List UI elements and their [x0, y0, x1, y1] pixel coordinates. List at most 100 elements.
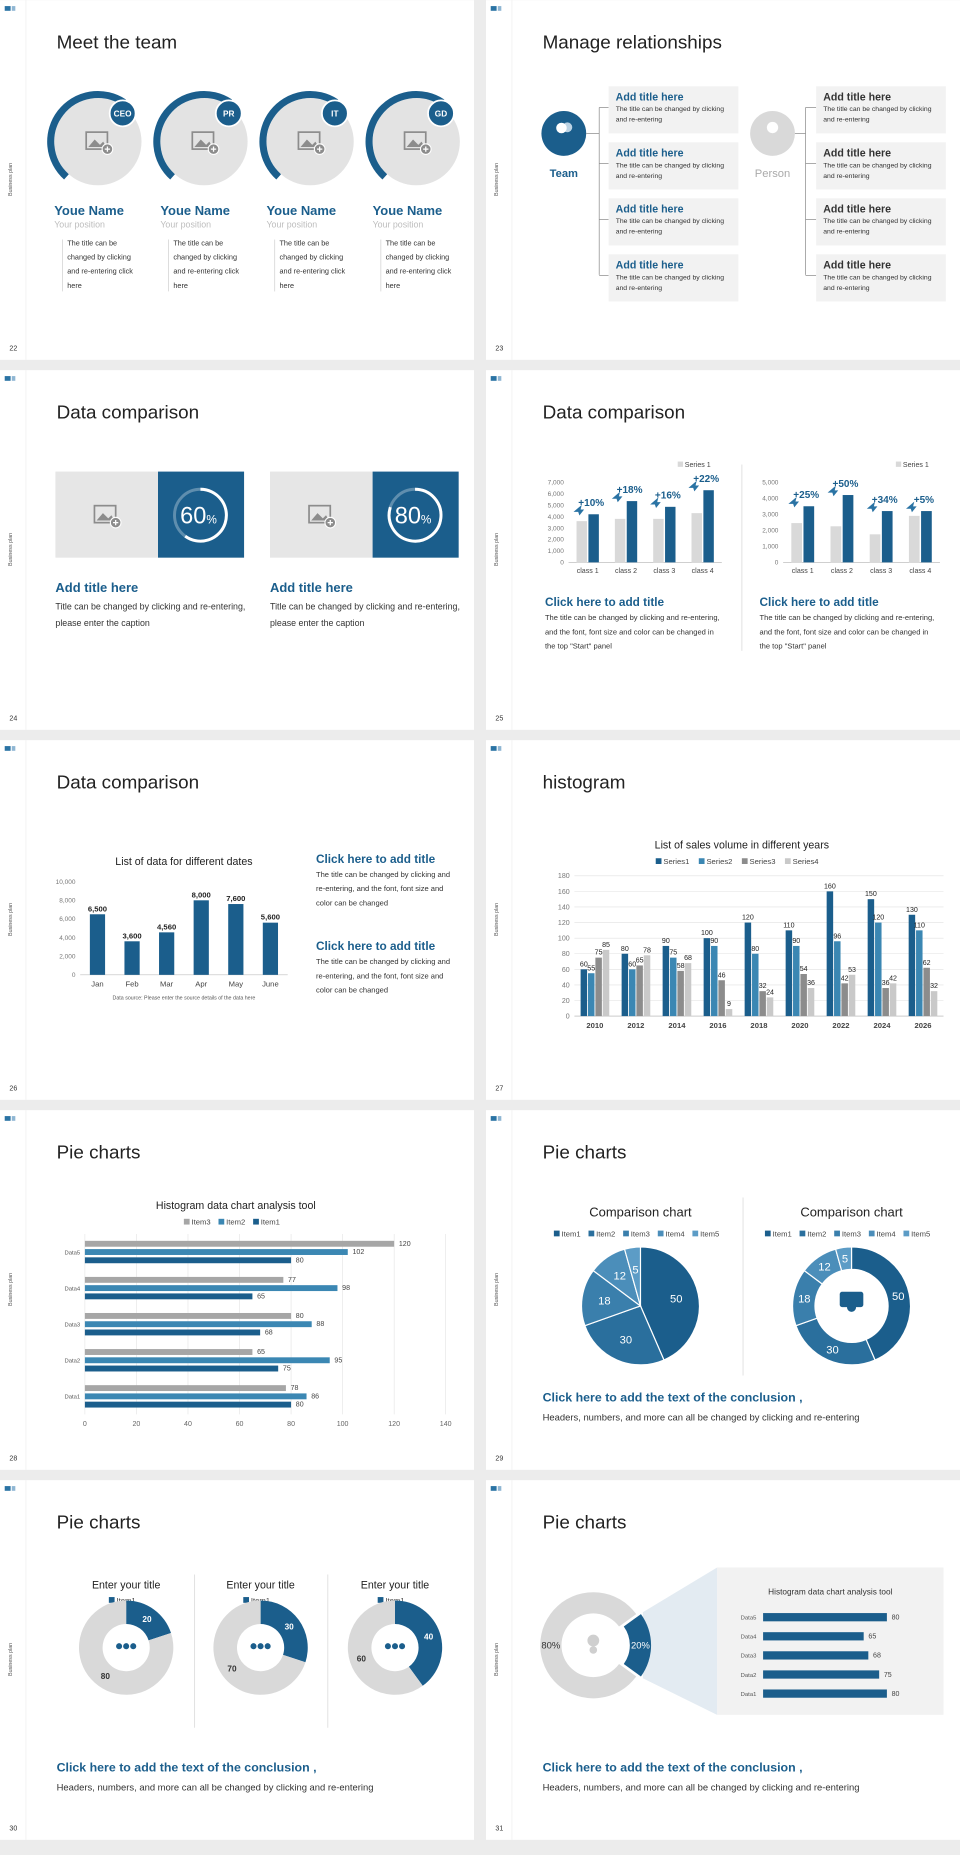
image-icon: [403, 131, 427, 150]
y-tick-label: 6,000: [548, 491, 565, 498]
avatar-ring: [153, 90, 233, 180]
item-box: [608, 86, 739, 134]
page-number: 25: [495, 715, 503, 722]
image-icon: [85, 131, 109, 150]
percent-value: 60: [180, 502, 206, 528]
y-tick-label: 8,000: [59, 898, 76, 905]
item-title: Add title here: [616, 203, 684, 215]
item-text: The title can be changed by clicking and…: [823, 162, 932, 181]
value-label: 120: [399, 1241, 411, 1248]
logo: [4, 376, 11, 381]
legend-swatch: [692, 1230, 699, 1237]
item-box: [608, 254, 739, 302]
growth-label: +50%: [833, 479, 859, 490]
chart-title: Enter your title: [226, 1580, 295, 1592]
x-tick-label: May: [229, 980, 244, 989]
group-icon: [541, 111, 587, 156]
conclusion-text: Headers, numbers, and more can all be ch…: [543, 1411, 860, 1422]
logo: [497, 1486, 502, 1491]
legend-label: Series2: [706, 857, 732, 866]
y-tick-label: Data2: [64, 1359, 80, 1365]
legend-label: Item3: [192, 1218, 211, 1227]
value-label: 7,600: [226, 894, 245, 903]
x-tick-label: class 3: [653, 568, 675, 575]
legend-label: Item1: [261, 1218, 280, 1227]
chart-heading: Click here to add title: [545, 596, 665, 609]
bar: [763, 1670, 880, 1679]
value-label: 60: [628, 961, 636, 968]
value-label: 12: [614, 1271, 626, 1283]
y-tick-label: 160: [558, 889, 570, 896]
item-title: Add title here: [616, 147, 684, 159]
slice: [639, 1246, 701, 1361]
page-number: 23: [495, 345, 503, 352]
x-tick-label: class 1: [792, 568, 814, 575]
image-icon: [311, 513, 330, 521]
legend-swatch: [677, 461, 684, 467]
growth-arrow: [906, 501, 917, 513]
bar: [882, 988, 889, 1017]
value-label: 75: [595, 950, 603, 957]
x-tick-label: June: [262, 980, 279, 989]
block-title: Click here to add title: [316, 940, 436, 953]
member-description: The title can be changed by clicking and…: [67, 239, 133, 291]
slice: [395, 1600, 443, 1686]
x-tick-label: 20: [133, 1421, 141, 1428]
value-panel: [372, 471, 459, 558]
item-box: [816, 198, 946, 246]
bar: [725, 1009, 733, 1017]
bar: [629, 969, 636, 1017]
bar: [752, 953, 759, 1017]
bar: [908, 914, 916, 1017]
x-tick-label: 2024: [873, 1021, 891, 1030]
bar: [800, 974, 807, 1017]
badge-label: IT: [331, 109, 338, 118]
legend-label: Item3: [631, 1229, 650, 1238]
x-tick-label: class 4: [692, 568, 714, 575]
y-tick-label: Data5: [741, 1616, 757, 1622]
member-position: Your position: [54, 220, 105, 230]
x-tick-label: Mar: [160, 980, 174, 989]
slide-title: Data comparison: [543, 402, 686, 423]
value-label: 90: [792, 938, 800, 945]
y-tick-label: 4,000: [762, 496, 779, 503]
legend-swatch: [799, 1230, 806, 1237]
legend-label: Item4: [877, 1229, 897, 1238]
logo: [497, 746, 502, 751]
value-label: 42: [841, 975, 849, 982]
slice: [580, 1269, 642, 1327]
x-tick-label: class 2: [831, 568, 853, 575]
growth-label: +25%: [793, 490, 819, 501]
value-label: 68: [265, 1330, 273, 1337]
item-text-box: The title can be changed by clicking and…: [616, 162, 724, 180]
value-label: 36: [882, 980, 890, 987]
value-label: 54: [800, 966, 808, 973]
bar: [803, 506, 815, 563]
value-label: 32: [759, 983, 767, 990]
value-label: 50: [892, 1291, 904, 1303]
side-label: Business plan: [8, 533, 14, 566]
value-label: 8,000: [192, 890, 211, 899]
bar: [636, 965, 643, 1017]
logo: [490, 1486, 497, 1491]
x-tick-label: 60: [236, 1421, 244, 1428]
slide-background: [486, 370, 960, 730]
logo: [4, 6, 11, 11]
bar: [791, 523, 803, 563]
bar: [588, 514, 599, 563]
chart-heading: Click here to add title: [760, 596, 880, 609]
value-label: 85: [602, 942, 610, 949]
value-label: 150: [865, 891, 877, 898]
y-tick-label: 180: [558, 873, 570, 880]
slide: Business plan 27 histogram List of sales vo…: [486, 740, 960, 1100]
page-number: 22: [9, 345, 17, 352]
bar: [587, 973, 595, 1017]
item-text-box: The title can be changed by clicking and…: [616, 274, 724, 292]
value-label: 80: [892, 1691, 900, 1698]
slice: [623, 1246, 642, 1307]
legend-swatch: [903, 1230, 910, 1237]
legend-swatch: [377, 1597, 384, 1603]
value-label: 4,560: [157, 922, 176, 931]
legend-swatch: [895, 461, 902, 467]
